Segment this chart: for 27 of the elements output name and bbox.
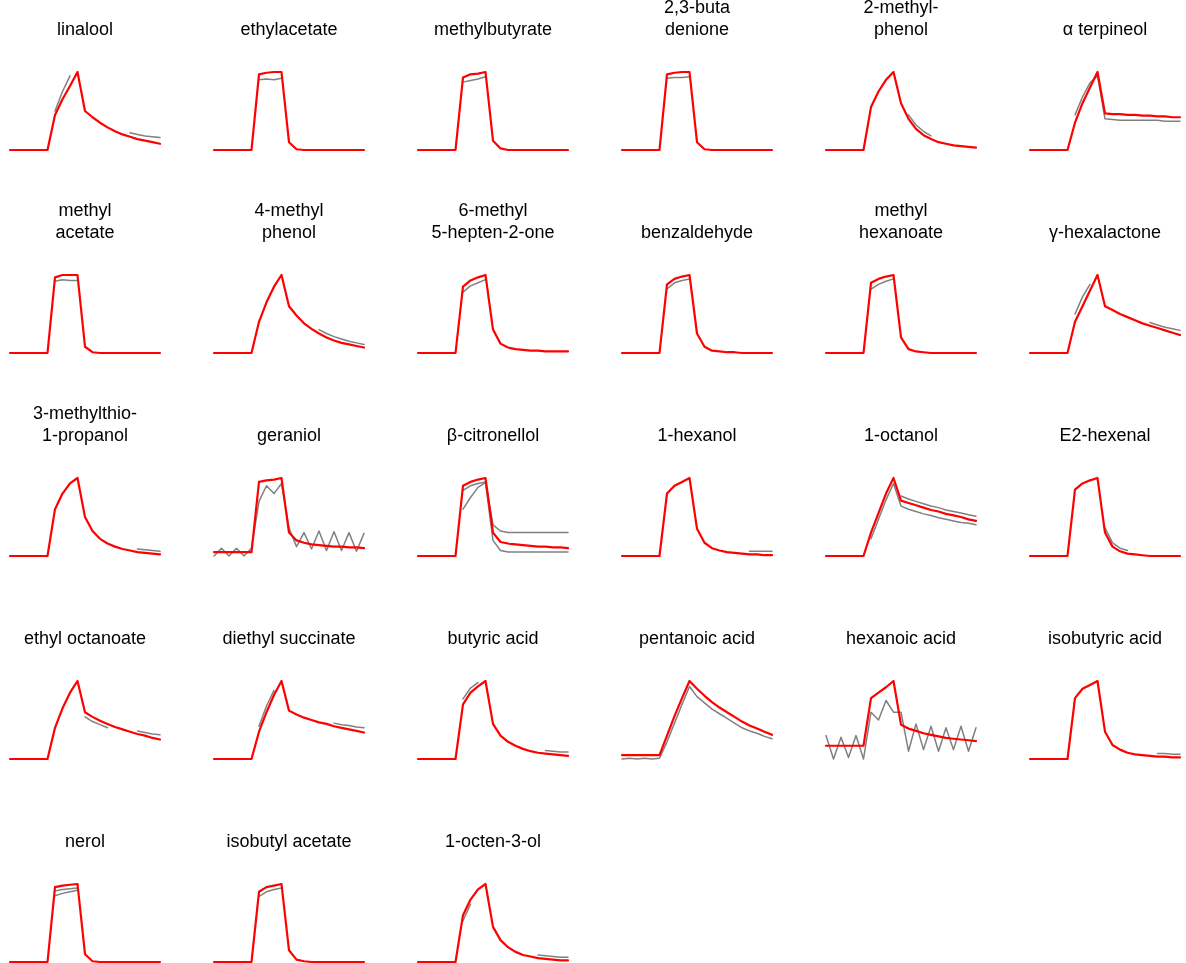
- chart-title: 1-octanol: [863, 424, 939, 445]
- chart-title: methyl acetate: [55, 199, 115, 242]
- chart-title: isobutyric acid: [1047, 627, 1163, 648]
- chart-title: 3-methylthio- 1-propanol: [32, 402, 138, 445]
- chart-title: 1-hexanol: [657, 424, 737, 445]
- chart-title: hexanoic acid: [845, 627, 957, 648]
- chart-title: 4-methyl phenol: [254, 199, 324, 242]
- chart-title: linalool: [56, 18, 114, 39]
- chart-title: ethyl octanoate: [23, 627, 147, 648]
- chart-title: E2-hexenal: [1059, 424, 1151, 445]
- chart-title: pentanoic acid: [638, 627, 756, 648]
- chart-title: 2-methyl- phenol: [863, 0, 939, 39]
- chart-title: methylbutyrate: [433, 18, 553, 39]
- chart-title: diethyl succinate: [222, 627, 356, 648]
- chart-title: methyl hexanoate: [858, 199, 944, 242]
- chart-title: 1-octen-3-ol: [444, 830, 542, 851]
- chart-title: geraniol: [256, 424, 322, 445]
- chart-title: 2,3-buta denione: [663, 0, 732, 39]
- chart-title: ethylacetate: [240, 18, 338, 39]
- chart-title: β-citronellol: [446, 424, 540, 445]
- chart-title: γ-hexalactone: [1048, 221, 1162, 242]
- chart-title: isobutyl acetate: [226, 830, 352, 851]
- chart-title: benzaldehyde: [640, 221, 754, 242]
- chart-title: nerol: [64, 830, 106, 851]
- chart-title: butyric acid: [447, 627, 539, 648]
- chart-title: 6-methyl 5-hepten-2-one: [431, 199, 555, 242]
- chart-title: α terpineol: [1062, 18, 1148, 39]
